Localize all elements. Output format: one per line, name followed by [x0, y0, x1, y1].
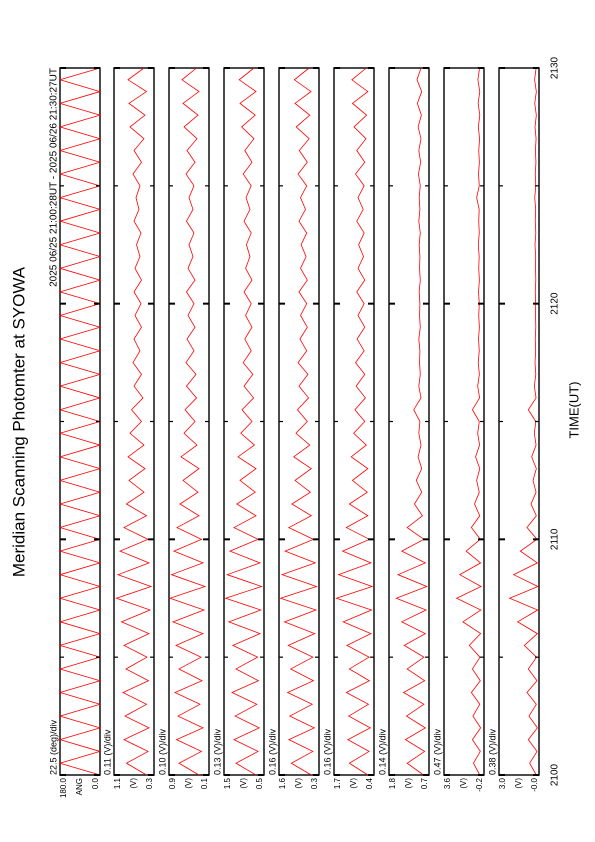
- y-tick-label: 1.6: [278, 777, 287, 789]
- y-tick-label: 1.5: [223, 777, 232, 789]
- panel-label: (V): [459, 778, 468, 789]
- panel-scale: 0.47 (V)/div: [432, 728, 442, 775]
- x-tick-label: 2110: [550, 528, 561, 550]
- panel-scale: 0.10 (V)/div: [157, 728, 167, 775]
- trace: [279, 67, 318, 776]
- panel-label: (V): [239, 778, 248, 789]
- panel-scale: 0.16 (V)/div: [267, 728, 277, 775]
- panel-scale: 0.13 (V)/div: [212, 728, 222, 775]
- y-tick-label: 0.5: [255, 777, 264, 789]
- panel-scale: 0.11 (V)/div: [102, 729, 112, 775]
- trace: [224, 67, 263, 776]
- y-tick-label: 0.7: [420, 777, 429, 789]
- x-tick-label: 2120: [550, 292, 561, 315]
- y-tick-label: 0.4: [365, 777, 374, 789]
- y-tick-label: -0.2: [475, 777, 484, 791]
- y-tick-label: 0.0: [91, 777, 100, 789]
- panel-label: (V): [294, 778, 303, 789]
- figure: Meridian Scanning Photomter at SYOWA 202…: [9, 56, 581, 798]
- y-tick-label: 0.1: [200, 777, 209, 789]
- panel-label: (V): [184, 778, 193, 789]
- y-tick-label: 1.7: [333, 777, 342, 789]
- subtitle: 2025 06/25 21:00:28UT - 2025 06/26 21:30…: [49, 68, 60, 287]
- panel-scale: 0.16 (V)/div: [322, 728, 332, 775]
- panel-scale: 22.5 (deg)/div: [48, 719, 58, 775]
- y-tick-label: 180.0: [59, 777, 68, 798]
- panel-scale: 0.38 (V)/div: [487, 728, 497, 775]
- panel-label: ANG: [75, 778, 84, 795]
- y-tick-label: 1.1: [113, 777, 122, 789]
- trace: [115, 67, 153, 776]
- x-tick-label: 2130: [550, 56, 561, 79]
- y-tick-label: 1.8: [388, 777, 397, 789]
- y-tick-label: 3.6: [443, 777, 452, 789]
- title: Meridian Scanning Photomter at SYOWA: [9, 266, 28, 577]
- y-tick-label: 0.3: [145, 777, 154, 789]
- panel-label: (V): [404, 778, 413, 789]
- y-tick-label: 0.9: [168, 777, 177, 789]
- panel-label: (V): [129, 778, 138, 789]
- panel-scale: 0.14 (V)/div: [377, 728, 387, 775]
- trace: [335, 67, 374, 776]
- panel-label: (V): [514, 778, 523, 789]
- x-tick-label: 2100: [550, 763, 561, 786]
- x-axis-label: TIME(UT): [566, 381, 581, 438]
- trace: [168, 67, 207, 776]
- panel-label: (V): [349, 778, 358, 789]
- y-tick-label: 0.3: [310, 777, 319, 789]
- y-tick-label: -0.0: [530, 777, 539, 791]
- trace: [395, 67, 428, 776]
- y-tick-label: 3.0: [498, 777, 507, 789]
